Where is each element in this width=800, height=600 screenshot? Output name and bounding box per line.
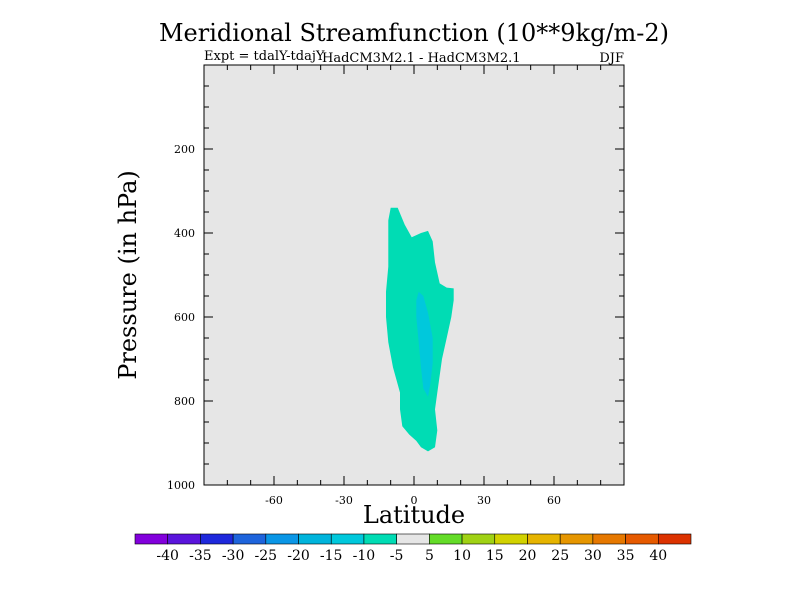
colorbar-label: 10 <box>453 548 471 564</box>
colorbar-label: 15 <box>486 548 504 564</box>
colorbar-label: 30 <box>584 548 602 564</box>
colorbar-swatch <box>330 533 365 545</box>
x-axis-label: Latitude <box>363 501 465 529</box>
colorbar-swatch <box>527 533 561 545</box>
colorbar-swatch <box>265 533 299 545</box>
x-tick-label: 60 <box>547 494 561 507</box>
x-tick-label: -60 <box>265 494 283 507</box>
colorbar-swatch <box>592 533 626 545</box>
season-label: DJF <box>599 51 624 66</box>
x-tick-label: -30 <box>335 494 353 507</box>
colorbar-swatch <box>363 533 397 545</box>
colorbar-label: -25 <box>255 548 278 564</box>
colorbar-swatch <box>461 533 496 545</box>
colorbar-label: 40 <box>649 548 667 564</box>
plot-frame <box>203 64 625 486</box>
x-tick-label: 30 <box>477 494 491 507</box>
y-tick-label: 1000 <box>167 479 195 492</box>
axis-ticks: -60 -30 0 30 60 200 400 600 800 1000 <box>167 65 624 507</box>
y-tick-label: 600 <box>174 311 195 324</box>
colorbar-label: -5 <box>390 548 404 564</box>
colorbar-label: 25 <box>551 548 569 564</box>
contour-layer <box>386 207 454 452</box>
x-tick-label: 0 <box>411 494 418 507</box>
y-axis-label: Pressure (in hPa) <box>114 170 142 380</box>
colorbar-label: 35 <box>617 548 635 564</box>
colorbar-swatch <box>167 533 201 545</box>
y-tick-label: 400 <box>174 227 195 240</box>
chart-title: Meridional Streamfunction (10**9kg/m-2) <box>159 19 669 47</box>
colorbar-swatch <box>298 533 332 545</box>
y-tick-label: 800 <box>174 395 195 408</box>
colorbar-swatch <box>134 533 169 545</box>
colorbar-label: 5 <box>425 548 434 564</box>
colorbar-swatch <box>559 533 594 545</box>
colorbar-swatch <box>429 533 463 545</box>
colorbar-label: -40 <box>156 548 179 564</box>
colorbar-swatch <box>494 533 528 545</box>
colorbar-swatch <box>657 533 692 545</box>
colorbar-label: -20 <box>287 548 310 564</box>
models-label: HadCM3M2.1 - HadCM3M2.1 <box>322 51 521 66</box>
experiment-label: Expt = tdalY-tdajY <box>204 49 325 64</box>
colorbar-swatch <box>396 533 430 545</box>
colorbar-label: -10 <box>353 548 376 564</box>
colorbar: -40 -35 -30 -25 -20 -15 -10 -5 5 10 15 20 25 30 35 40 <box>134 533 692 564</box>
contour-region-2 <box>416 291 433 397</box>
colorbar-label: -30 <box>222 548 245 564</box>
colorbar-swatch <box>625 533 659 545</box>
colorbar-swatch <box>200 533 234 545</box>
y-tick-label: 200 <box>174 143 195 156</box>
colorbar-label: -15 <box>320 548 343 564</box>
colorbar-swatch <box>232 533 267 545</box>
colorbar-label: -35 <box>189 548 212 564</box>
colorbar-label: 20 <box>519 548 537 564</box>
